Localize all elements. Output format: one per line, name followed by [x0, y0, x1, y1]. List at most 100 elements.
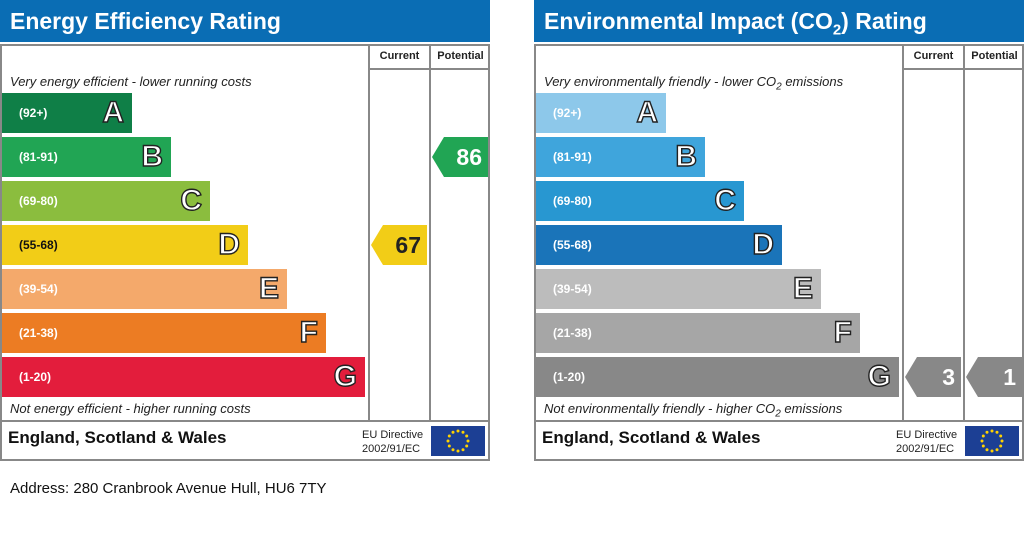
rating-band-f: (21-38) F — [536, 313, 860, 353]
rating-band-e: (39-54) E — [536, 269, 821, 309]
eu-star — [995, 448, 999, 452]
potential-rating-marker-arrow-shape — [966, 357, 1022, 397]
band-letter: D — [218, 227, 241, 261]
region-label: England, Scotland & Wales — [8, 428, 227, 447]
band-range-label: (81-91) — [19, 150, 58, 164]
eu-directive-line: EU Directive — [362, 429, 424, 441]
eu-star — [465, 434, 469, 438]
current-rating-marker-arrow — [905, 357, 961, 397]
band-letter: F — [299, 315, 319, 349]
current-rating-marker: 3 — [905, 357, 961, 397]
rating-band-g: (1-20) G — [2, 357, 365, 397]
eu-star — [451, 430, 455, 434]
band-range-label: (55-68) — [553, 238, 592, 252]
rating-band-a: (92+) A — [536, 93, 666, 133]
band-letter: A — [102, 95, 125, 129]
current-column-header: Current — [379, 50, 420, 62]
potential-rating-marker-arrow-shape — [432, 137, 488, 177]
eu-directive-label: EU Directive 2002/91/EC — [896, 428, 957, 456]
band-letter: B — [141, 139, 164, 173]
bottom-caption: Not energy efficient - higher running co… — [10, 401, 251, 416]
property-address: Address: 280 Cranbrook Avenue Hull, HU6 … — [10, 480, 327, 497]
eu-star — [990, 449, 994, 453]
current-rating-marker-arrow — [371, 225, 427, 265]
band-range-label: (21-38) — [19, 326, 58, 340]
current-rating-marker-value: 3 — [942, 364, 955, 390]
band-range-label: (69-80) — [553, 194, 592, 208]
potential-rating-marker-value: 86 — [456, 144, 482, 170]
eu-star — [1000, 439, 1004, 443]
eu-directive-line: EU Directive — [896, 429, 958, 441]
footer-divider — [534, 420, 1024, 422]
header-divider — [368, 68, 490, 70]
band-letter: B — [675, 139, 698, 173]
eu-star — [447, 444, 451, 448]
current-rating-marker-value: 67 — [395, 232, 421, 258]
potential-column-header: Potential — [437, 50, 484, 62]
eu-stars-icon — [980, 429, 1004, 453]
eu-star — [466, 439, 470, 443]
band-range-label: (69-80) — [19, 194, 58, 208]
eu-directive-line: 2002/91/EC — [896, 443, 955, 455]
current-rating-marker-arrow-shape — [371, 225, 427, 265]
potential-rating-marker-arrow — [432, 137, 488, 177]
rating-band-c: (69-80) C — [536, 181, 744, 221]
eu-star — [980, 439, 984, 443]
eu-star — [985, 448, 989, 452]
band-letter: F — [833, 315, 853, 349]
band-range-label: (1-20) — [19, 370, 52, 384]
rating-band-g: (1-20) G — [536, 357, 899, 397]
eu-star — [465, 444, 469, 448]
environmental-impact-chart: Environmental Impact (CO2) Rating Current… — [534, 0, 1024, 461]
eu-star — [461, 430, 465, 434]
eu-star — [999, 444, 1003, 448]
band-range-label: (1-20) — [553, 370, 586, 384]
current-column-divider — [902, 44, 904, 422]
rating-band-d: (55-68) D — [2, 225, 248, 265]
eu-star — [999, 434, 1003, 438]
band-letter: E — [792, 271, 813, 305]
bottom-caption: Not environmentally friendly - higher CO… — [544, 401, 843, 420]
eu-star — [451, 448, 455, 452]
band-letter: C — [180, 183, 203, 217]
eu-star — [985, 430, 989, 434]
band-range-label: (55-68) — [19, 238, 58, 252]
rating-band-b: (81-91) B — [2, 137, 171, 177]
eu-star — [456, 449, 460, 453]
eu-star — [456, 429, 460, 433]
rating-band-c: (69-80) C — [2, 181, 210, 221]
chart-frame — [0, 44, 490, 461]
chart-frame — [534, 44, 1024, 461]
chart-title: Environmental Impact (CO2) Rating — [534, 0, 1024, 42]
band-range-label: (39-54) — [19, 282, 58, 296]
rating-band-f: (21-38) F — [2, 313, 326, 353]
potential-column-header: Potential — [971, 50, 1018, 62]
eu-star — [447, 434, 451, 438]
eu-directive-line: 2002/91/EC — [362, 443, 421, 455]
potential-column-divider — [429, 44, 431, 422]
potential-column-divider — [963, 44, 965, 422]
eu-flag-icon — [431, 426, 485, 456]
band-letter: A — [636, 95, 659, 129]
top-caption: Very energy efficient - lower running co… — [10, 74, 252, 89]
band-letter: G — [333, 359, 358, 393]
eu-star — [446, 439, 450, 443]
chart-title: Energy Efficiency Rating — [0, 0, 490, 42]
energy-efficiency-chart: Energy Efficiency Rating Current Potential… — [0, 0, 490, 461]
footer-divider — [0, 420, 490, 422]
rating-band-b: (81-91) B — [536, 137, 705, 177]
eu-star — [981, 444, 985, 448]
eu-star — [995, 430, 999, 434]
band-range-label: (21-38) — [553, 326, 592, 340]
rating-band-a: (92+) A — [2, 93, 132, 133]
current-rating-marker: 67 — [371, 225, 427, 265]
band-range-label: (92+) — [553, 106, 582, 120]
region-label: England, Scotland & Wales — [542, 428, 761, 447]
band-range-label: (92+) — [19, 106, 48, 120]
potential-rating-marker-arrow — [966, 357, 1022, 397]
potential-rating-marker-value: 1 — [1003, 364, 1016, 390]
band-letter: D — [752, 227, 775, 261]
eu-directive-label: EU Directive 2002/91/EC — [362, 428, 423, 456]
current-column-header: Current — [913, 50, 954, 62]
current-rating-marker-arrow-shape — [905, 357, 961, 397]
